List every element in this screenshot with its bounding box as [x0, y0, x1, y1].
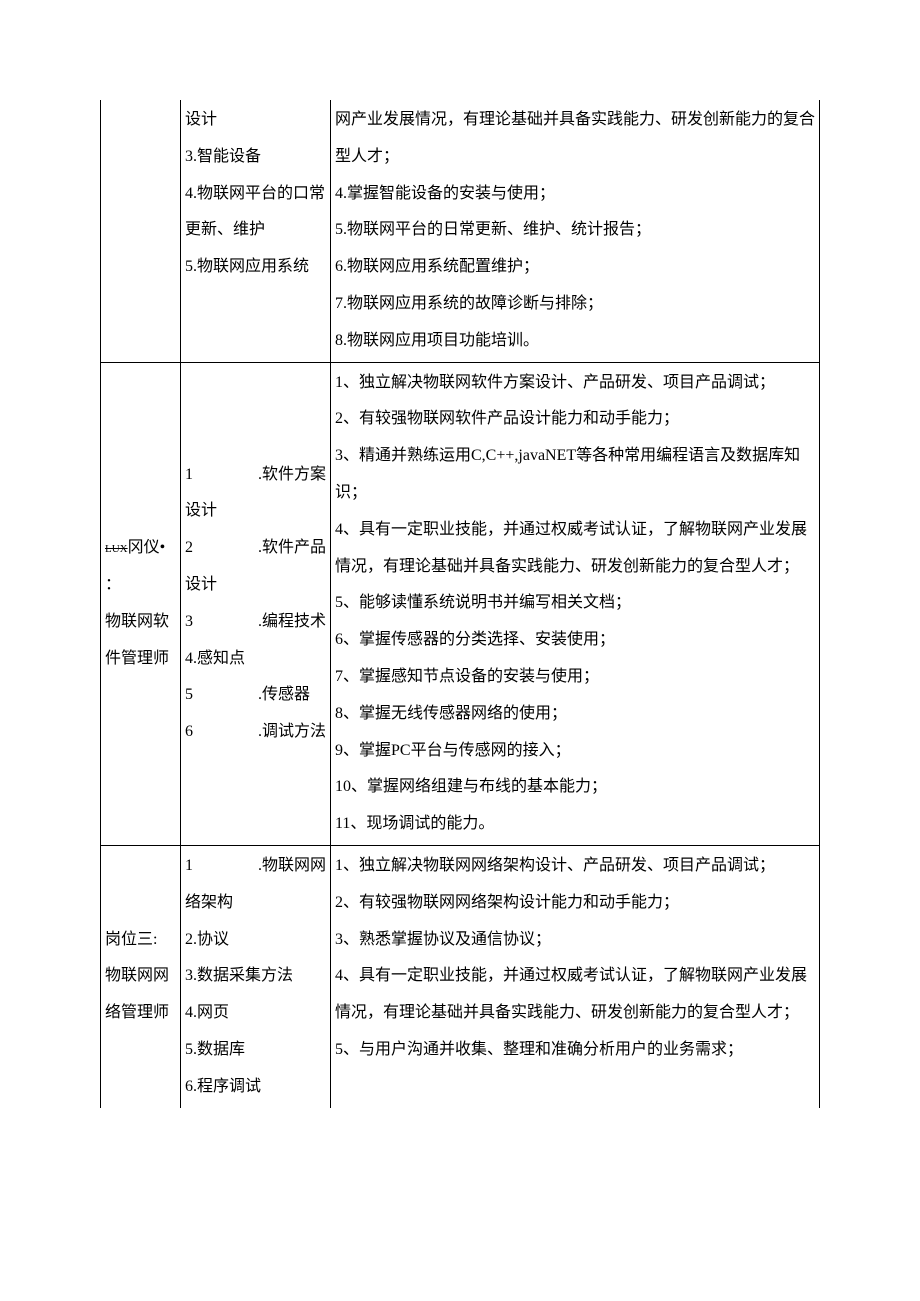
position-text: 岗位三: [105, 922, 176, 959]
skill-item: 4.网页 [185, 995, 326, 1032]
skill-item: 4.物联网平台的口常更新、维护 [185, 176, 326, 250]
skill-item: 3.智能设备 [185, 139, 326, 176]
skill-item: 5.数据库 [185, 1032, 326, 1069]
req-item: 3、精通并熟练运用C,C++,javaNET等各种常用编程语言及数据库知识； [335, 438, 815, 512]
position-text: ： [105, 567, 176, 604]
skills-cell: 1.物联网网络架构 2.协议 3.数据采集方法 4.网页 5.数据库 6.程序调… [181, 845, 331, 1107]
position-text: 冈仪• [128, 539, 166, 556]
req-item: 6.物联网应用系统配置维护； [335, 249, 815, 286]
skill-item: 设计 [185, 102, 326, 139]
skill-item: 3.编程技术 [185, 604, 326, 641]
skill-item: 3.数据采集方法 [185, 958, 326, 995]
req-item: 9、掌握PC平台与传感网的接入； [335, 733, 815, 770]
document-page: 设计 3.智能设备 4.物联网平台的口常更新、维护 5.物联网应用系统 网产业发… [0, 0, 920, 1301]
req-item: 6、掌握传感器的分类选择、安装使用； [335, 622, 815, 659]
skill-item: 4.感知点 [185, 641, 326, 678]
skill-item: 6.调试方法 [185, 714, 326, 751]
req-item: 8.物联网应用项目功能培训。 [335, 323, 815, 360]
skill-item: 2.软件产品设计 [185, 530, 326, 604]
req-item: 11、现场调试的能力。 [335, 806, 815, 843]
position-cell: 岗位三: 物联网网络管理师 [101, 845, 181, 1107]
skills-cell: 设计 3.智能设备 4.物联网平台的口常更新、维护 5.物联网应用系统 [181, 100, 331, 362]
req-item: 8、掌握无线传感器网络的使用； [335, 696, 815, 733]
table-row: 设计 3.智能设备 4.物联网平台的口常更新、维护 5.物联网应用系统 网产业发… [101, 100, 820, 362]
strike-text: LUX [105, 543, 128, 555]
requirements-cell: 网产业发展情况，有理论基础并具备实践能力、研发创新能力的复合型人才； 4.掌握智… [331, 100, 820, 362]
table-row: LUX冈仪• ： 物联网软件管理师 1.软件方案设计 2.软件产品设计 3.编程… [101, 362, 820, 845]
position-text: 物联网网络管理师 [105, 958, 176, 1032]
skills-cell: 1.软件方案设计 2.软件产品设计 3.编程技术 4.感知点 5.传感器 6.调… [181, 362, 331, 845]
requirements-cell: 1、独立解决物联网软件方案设计、产品研发、项目产品调试； 2、有较强物联网软件产… [331, 362, 820, 845]
skill-item: 6.程序调试 [185, 1069, 326, 1106]
table-row: 岗位三: 物联网网络管理师 1.物联网网络架构 2.协议 3.数据采集方法 4.… [101, 845, 820, 1107]
skill-item: 5.物联网应用系统 [185, 249, 326, 286]
req-item: 7.物联网应用系统的故障诊断与排除； [335, 286, 815, 323]
req-item: 2、有较强物联网软件产品设计能力和动手能力； [335, 401, 815, 438]
requirements-cell: 1、独立解决物联网网络架构设计、产品研发、项目产品调试； 2、有较强物联网网络架… [331, 845, 820, 1107]
req-item: 10、掌握网络组建与布线的基本能力； [335, 769, 815, 806]
position-cell: LUX冈仪• ： 物联网软件管理师 [101, 362, 181, 845]
skill-item: 2.协议 [185, 922, 326, 959]
req-item: 7、掌握感知节点设备的安装与使用； [335, 659, 815, 696]
req-item: 网产业发展情况，有理论基础并具备实践能力、研发创新能力的复合型人才； [335, 102, 815, 176]
req-item: 2、有较强物联网网络架构设计能力和动手能力； [335, 885, 815, 922]
skill-item: 1.物联网网络架构 [185, 848, 326, 922]
req-item: 4.掌握智能设备的安装与使用； [335, 176, 815, 213]
req-item: 4、具有一定职业技能，并通过权威考试认证，了解物联网产业发展情况，有理论基础并具… [335, 512, 815, 586]
req-item: 1、独立解决物联网网络架构设计、产品研发、项目产品调试； [335, 848, 815, 885]
req-item: 3、熟悉掌握协议及通信协议； [335, 922, 815, 959]
skill-item: 5.传感器 [185, 677, 326, 714]
req-item: 1、独立解决物联网软件方案设计、产品研发、项目产品调试； [335, 365, 815, 402]
req-item: 4、具有一定职业技能，并通过权威考试认证，了解物联网产业发展情况，有理论基础并具… [335, 958, 815, 1032]
req-item: 5.物联网平台的日常更新、维护、统计报告； [335, 212, 815, 249]
req-item: 5、能够读懂系统说明书并编写相关文档； [335, 585, 815, 622]
position-cell [101, 100, 181, 362]
position-text: 物联网软件管理师 [105, 604, 176, 678]
skill-item: 1.软件方案设计 [185, 457, 326, 531]
req-item: 5、与用户沟通并收集、整理和准确分析用户的业务需求； [335, 1032, 815, 1069]
job-table: 设计 3.智能设备 4.物联网平台的口常更新、维护 5.物联网应用系统 网产业发… [100, 100, 820, 1108]
